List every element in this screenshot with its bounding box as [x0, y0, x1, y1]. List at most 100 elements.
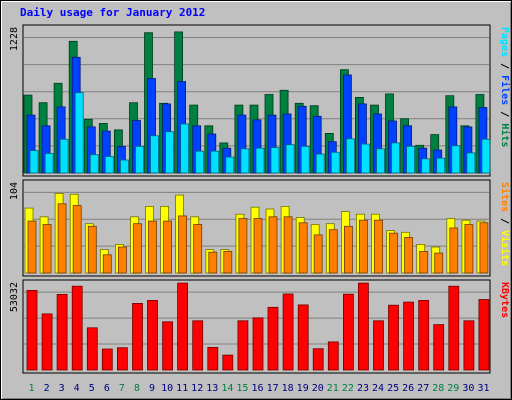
- legend-separator: /: [499, 212, 510, 230]
- bar-pages-day-21: [330, 151, 340, 174]
- bar-kbytes-day-18: [282, 293, 294, 371]
- bar-pages-day-31: [481, 138, 491, 174]
- bar-kbytes-day-25: [388, 304, 399, 371]
- x-tick-label-day-7: 7: [119, 383, 125, 394]
- bar-sites-day-4: [72, 205, 82, 274]
- bar-sites-day-13: [208, 251, 218, 274]
- x-tick-label-day-4: 4: [74, 383, 80, 394]
- bar-sites-day-24: [374, 219, 383, 274]
- y-max-label: 104: [9, 182, 20, 200]
- bar-sites-day-23: [358, 219, 368, 274]
- bar-pages-day-15: [240, 148, 250, 174]
- x-tick-label-day-22: 22: [342, 383, 354, 394]
- y-max-label: 1228: [9, 27, 20, 51]
- bar-kbytes-day-1: [26, 289, 38, 371]
- panel-legend: Sites / Visits: [499, 182, 511, 266]
- bar-pages-day-10: [165, 131, 175, 174]
- x-tick-label-day-6: 6: [104, 383, 110, 394]
- x-tick-label-day-15: 15: [236, 383, 248, 394]
- bar-kbytes-day-23: [357, 282, 369, 371]
- legend-separator: /: [499, 105, 510, 123]
- x-tick-label-day-18: 18: [282, 383, 294, 394]
- bar-kbytes-day-22: [342, 293, 354, 371]
- bar-sites-day-20: [313, 234, 323, 274]
- bar-sites-day-9: [148, 220, 157, 274]
- bar-pages-day-20: [315, 153, 325, 174]
- panel-hits-files-pages: 1228 Pages / Files / Hits: [9, 24, 511, 177]
- legend-sites: Sites: [499, 182, 511, 212]
- x-tick-label-day-30: 30: [462, 383, 474, 394]
- chart-title: Daily usage for January 2012: [20, 6, 205, 19]
- bar-kbytes-day-9: [147, 299, 158, 371]
- bar-kbytes-day-16: [252, 317, 264, 371]
- x-tick-label-day-3: 3: [59, 383, 65, 394]
- x-tick-label-day-28: 28: [432, 383, 444, 394]
- bar-kbytes-day-20: [312, 348, 324, 371]
- bar-pages-day-19: [300, 145, 310, 174]
- bar-sites-day-26: [404, 237, 414, 274]
- bar-kbytes-day-21: [327, 341, 339, 371]
- bar-sites-day-1: [27, 220, 37, 274]
- bar-sites-day-7: [118, 246, 127, 274]
- y-max-label: 53032: [9, 282, 20, 312]
- x-tick-label-day-12: 12: [191, 383, 203, 394]
- bar-sites-day-29: [449, 227, 459, 274]
- x-tick-label-day-14: 14: [221, 383, 233, 394]
- bar-pages-day-27: [421, 158, 431, 174]
- x-tick-label-day-23: 23: [357, 383, 369, 394]
- bar-pages-day-4: [74, 92, 84, 174]
- bar-sites-day-15: [238, 218, 248, 274]
- bar-pages-day-6: [104, 156, 114, 174]
- bar-kbytes-day-28: [433, 324, 445, 371]
- bar-pages-day-12: [195, 150, 205, 174]
- bar-pages-day-29: [451, 145, 461, 174]
- x-tick-label-day-10: 10: [161, 383, 173, 394]
- bar-kbytes-day-7: [117, 347, 128, 371]
- legend-hits: Hits: [499, 123, 511, 147]
- bar-pages-day-28: [436, 157, 446, 174]
- x-tick-label-day-1: 1: [28, 383, 34, 394]
- bar-pages-day-13: [210, 150, 220, 174]
- bar-sites-day-16: [253, 218, 263, 274]
- bar-kbytes-day-12: [192, 320, 204, 371]
- x-tick-label-day-8: 8: [134, 383, 140, 394]
- bar-kbytes-day-24: [373, 320, 384, 371]
- x-tick-label-day-24: 24: [372, 383, 384, 394]
- x-tick-label-day-17: 17: [267, 383, 279, 394]
- bar-sites-day-17: [268, 216, 278, 274]
- bar-pages-day-16: [255, 147, 265, 174]
- panel-visits-sites: 104 Sites / Visits: [9, 179, 511, 277]
- legend-pages: Pages: [499, 27, 510, 57]
- bar-kbytes-day-4: [71, 285, 83, 371]
- bar-pages-day-1: [29, 150, 39, 174]
- bar-sites-day-10: [163, 220, 173, 274]
- x-tick-label-day-13: 13: [206, 383, 218, 394]
- bar-pages-day-5: [89, 154, 99, 174]
- legend-files: Files: [499, 75, 511, 105]
- bar-sites-day-12: [193, 224, 203, 274]
- bar-kbytes-day-3: [56, 293, 68, 371]
- bar-kbytes-day-17: [267, 306, 279, 371]
- bar-kbytes-day-29: [448, 285, 460, 371]
- bar-kbytes-day-27: [418, 299, 430, 371]
- x-tick-label-day-11: 11: [176, 383, 188, 394]
- bar-sites-day-6: [102, 254, 112, 274]
- bar-sites-day-3: [57, 203, 67, 274]
- bar-pages-day-18: [285, 144, 295, 174]
- bar-kbytes-day-31: [478, 299, 490, 371]
- bar-sites-day-19: [298, 222, 308, 274]
- bar-kbytes-day-26: [403, 301, 415, 371]
- bar-pages-day-17: [270, 147, 280, 174]
- bar-kbytes-day-2: [41, 313, 53, 371]
- legend-separator: /: [499, 57, 510, 75]
- legend-kbytes: KBytes: [499, 282, 510, 318]
- bar-kbytes-day-30: [463, 320, 475, 371]
- x-tick-label-day-5: 5: [89, 383, 95, 394]
- bar-sites-day-25: [389, 232, 398, 274]
- bar-kbytes-day-11: [177, 282, 189, 371]
- bar-pages-day-3: [59, 138, 69, 174]
- x-tick-label-day-9: 9: [149, 383, 155, 394]
- bar-sites-day-22: [343, 225, 353, 274]
- panel-kbytes: 53032 KBytes: [9, 279, 510, 374]
- bar-pages-day-9: [150, 135, 159, 174]
